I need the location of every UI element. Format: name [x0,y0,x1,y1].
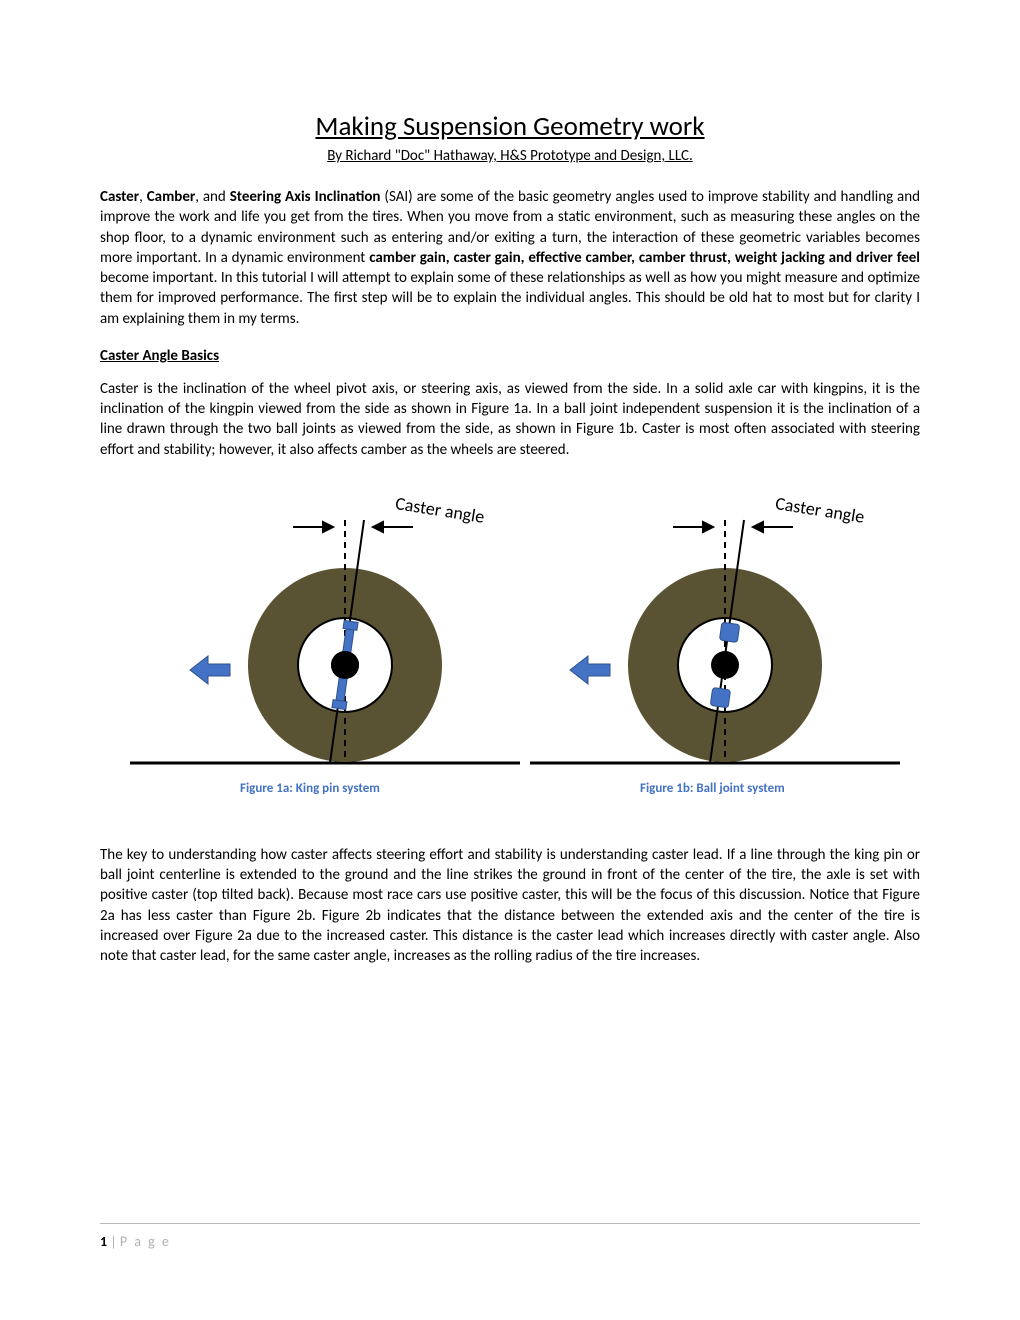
footer-word: P a g e [120,1233,171,1250]
text: become important. In this tutorial I wil… [100,269,920,328]
term-sai: Steering Axis Inclination [230,188,381,206]
page-title: Making Suspension Geometry work [100,110,920,143]
figure-1b-svg [530,505,930,785]
term-camber: Camber [147,188,195,206]
intro-paragraph: Caster, Camber, and Steering Axis Inclin… [100,187,920,329]
section-heading: Caster Angle Basics [100,347,920,365]
figure-1a-caption: Figure 1a: King pin system [240,781,380,796]
page-footer: 1 | P a g e [100,1233,171,1250]
footer-sep: | [107,1233,120,1250]
footer-rule [100,1223,920,1224]
text: , and [195,188,230,206]
dynamic-terms: camber gain, caster gain, effective camb… [369,249,920,267]
figure-1a-svg [120,505,520,785]
byline: By Richard "Doc" Hathaway, H&S Prototype… [100,147,920,165]
term-caster: Caster [100,188,139,206]
text: , [139,188,147,206]
document-page: Making Suspension Geometry work By Richa… [0,0,1020,1320]
figure-1b-caption: Figure 1b: Ball joint system [640,781,785,796]
caster-definition-paragraph: Caster is the inclination of the wheel p… [100,379,920,460]
caster-lead-paragraph: The key to understanding how caster affe… [100,845,920,967]
figure-1: Caster angle [100,505,920,810]
